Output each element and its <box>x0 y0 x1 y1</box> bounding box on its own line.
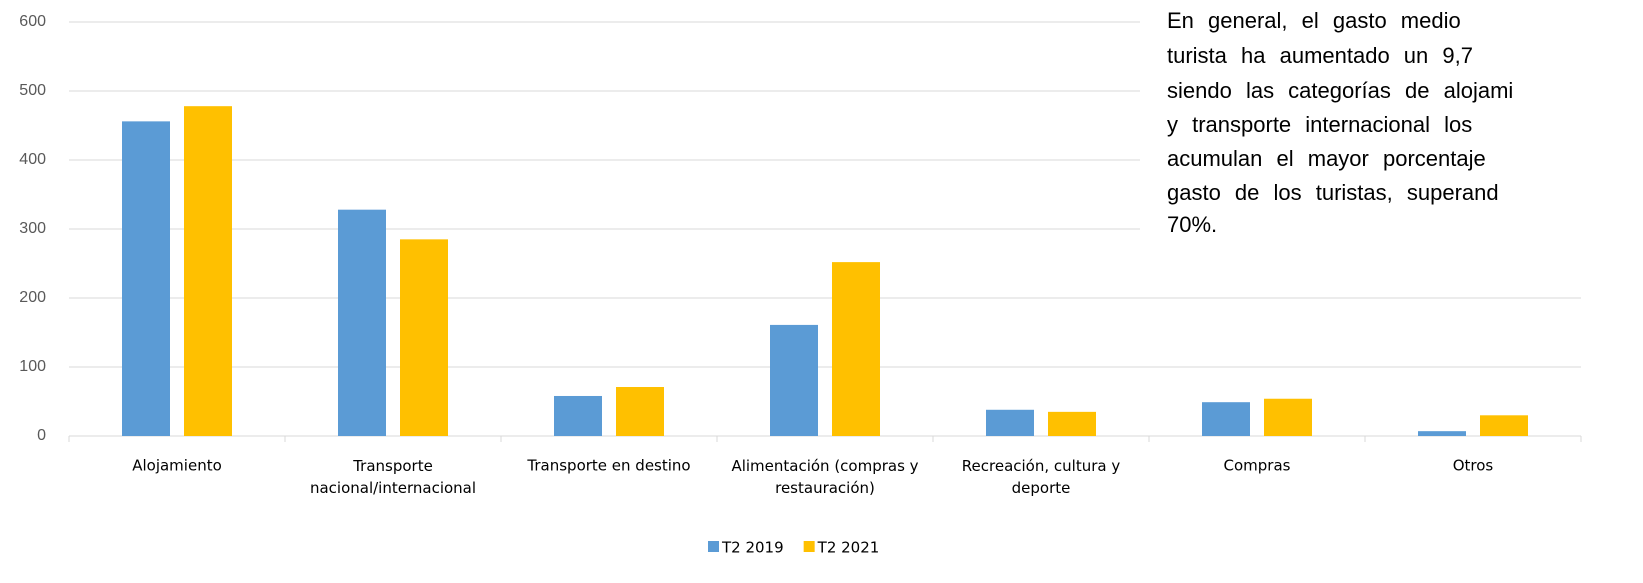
y-tick-label: 600 <box>19 13 46 30</box>
x-tick-label-line: restauración) <box>775 479 875 497</box>
x-tick-label: Transporte en destino <box>526 457 690 475</box>
y-tick-label: 500 <box>19 82 46 99</box>
bar <box>338 209 386 436</box>
bar <box>616 387 664 436</box>
legend-swatch <box>708 541 719 552</box>
bar <box>1202 402 1250 436</box>
annotation-line: siendo las categorías de alojami <box>1167 78 1513 103</box>
bar <box>1480 415 1528 436</box>
annotation-line: turista ha aumentado un 9,7 <box>1167 43 1473 68</box>
bar <box>122 121 170 437</box>
bar <box>986 409 1034 436</box>
y-tick-label: 400 <box>19 151 46 168</box>
bar <box>400 239 448 436</box>
x-tick-label-line: Alimentación (compras y <box>731 457 918 475</box>
annotation-line: gasto de los turistas, superand <box>1167 180 1499 205</box>
bar <box>1048 411 1096 436</box>
bar <box>832 262 880 436</box>
legend-swatch <box>803 541 815 552</box>
bar <box>1418 431 1466 436</box>
y-tick-label: 100 <box>19 358 46 375</box>
annotation-line: y transporte internacional los <box>1167 112 1472 137</box>
x-tick-label-line: Transporte <box>352 457 433 475</box>
x-tick-label-line: Recreación, cultura y <box>962 457 1121 475</box>
x-tick-label: Otros <box>1453 457 1494 475</box>
annotation-box <box>1140 0 1643 270</box>
x-tick-label-line: deporte <box>1012 479 1071 497</box>
y-tick-label: 300 <box>19 220 46 237</box>
y-tick-label: 0 <box>37 427 46 444</box>
annotation-line: En general, el gasto medio <box>1167 8 1461 33</box>
bar <box>184 106 232 437</box>
x-tick-label-line: nacional/internacional <box>310 479 476 497</box>
legend-label: T2 2021 <box>817 539 880 557</box>
annotation-line: 70%. <box>1167 212 1217 237</box>
x-tick-label: Alimentación (compras y restauración) <box>731 457 918 497</box>
legend-label: T2 2019 <box>721 539 784 557</box>
bar <box>554 395 602 436</box>
x-tick-label: Recreación, cultura y deporte <box>962 457 1121 497</box>
y-tick-label: 200 <box>19 289 46 306</box>
x-tick-label: Alojamiento <box>132 457 222 475</box>
bar <box>770 324 818 436</box>
bar <box>1264 398 1312 436</box>
x-tick-label: Transporte nacional/internacional <box>310 457 476 497</box>
x-tick-label: Compras <box>1224 457 1291 475</box>
annotation-line: acumulan el mayor porcentaje <box>1167 146 1486 171</box>
